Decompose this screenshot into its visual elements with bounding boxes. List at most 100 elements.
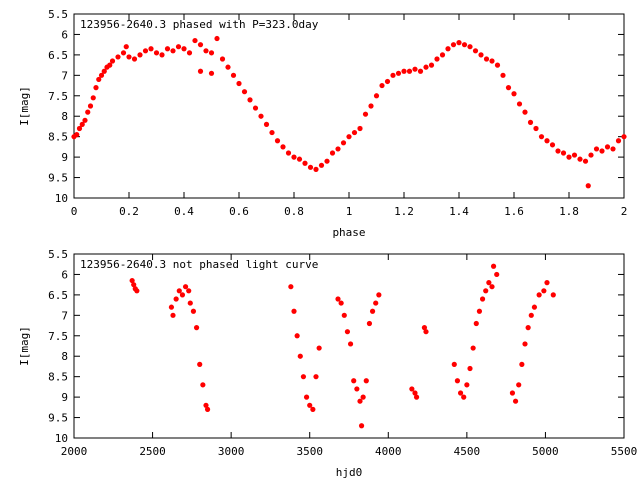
data-point	[467, 365, 473, 372]
data-point	[247, 97, 253, 103]
data-point	[131, 282, 137, 288]
data-point	[354, 386, 360, 392]
data-point	[412, 66, 418, 72]
data-point	[187, 300, 193, 306]
data-point	[593, 146, 600, 152]
data-point	[101, 68, 107, 74]
data-point	[413, 394, 420, 400]
data-point	[351, 129, 358, 136]
data-point	[153, 50, 160, 56]
x-tick-label: 3000	[218, 445, 245, 458]
x-tick-label: 2500	[139, 445, 166, 458]
data-point	[516, 101, 523, 107]
data-point	[483, 56, 490, 62]
data-point	[450, 42, 457, 48]
data-point	[478, 52, 484, 58]
data-point	[467, 44, 473, 50]
y-tick-label: 10	[55, 432, 68, 445]
x-tick-label: 2	[621, 205, 628, 218]
data-point	[406, 68, 413, 74]
data-point	[230, 72, 237, 78]
data-point	[560, 150, 567, 156]
data-point	[142, 48, 149, 54]
x-tick-label: 1.2	[394, 205, 414, 218]
data-point	[395, 70, 402, 76]
data-point	[90, 95, 96, 101]
unphased-light-curve-panel: 2000 2500 3000 3500 4000 4500 5000 5500 5.5 6 6.5 7…	[18, 248, 637, 479]
data-point	[302, 160, 308, 166]
data-point	[538, 134, 545, 140]
data-point	[428, 62, 435, 68]
data-point	[494, 271, 500, 278]
data-point	[263, 121, 270, 127]
data-point	[182, 284, 189, 290]
chart-title: 123956-2640.3 not phased light curve	[80, 258, 318, 271]
data-point	[454, 378, 461, 384]
data-point	[384, 78, 391, 85]
data-point	[329, 150, 336, 156]
y-tick-label: 6	[61, 28, 68, 41]
data-point	[335, 146, 341, 152]
data-point	[615, 138, 622, 144]
data-point	[170, 312, 176, 318]
data-point	[96, 76, 102, 83]
data-point	[512, 398, 519, 404]
data-point	[76, 125, 83, 132]
data-point	[544, 138, 550, 144]
data-point	[421, 325, 428, 331]
data-point	[316, 345, 322, 351]
data-point	[457, 390, 464, 396]
data-point	[511, 91, 517, 97]
data-point	[291, 308, 297, 314]
data-point	[203, 402, 209, 408]
x-tick-label: 2000	[61, 445, 88, 458]
data-point	[533, 125, 539, 132]
x-tick-label: 0.8	[284, 205, 304, 218]
data-point	[82, 117, 88, 123]
y-tick-label: 7	[61, 309, 68, 322]
data-point	[208, 70, 215, 76]
plot-frame	[73, 13, 625, 199]
data-point	[280, 144, 286, 150]
data-point	[197, 361, 203, 367]
data-point	[461, 394, 467, 400]
y-axis-label: I[mag]	[18, 86, 31, 126]
y-tick-label: 6	[61, 268, 68, 281]
data-point	[470, 345, 476, 351]
y-tick-label: 9.5	[48, 412, 68, 425]
data-point	[200, 382, 206, 388]
data-point	[373, 93, 380, 99]
data-point	[204, 406, 211, 412]
data-point	[588, 152, 594, 158]
data-point	[445, 46, 451, 52]
data-point	[489, 284, 495, 290]
data-point	[585, 183, 591, 189]
data-point	[203, 48, 209, 54]
data-point	[214, 35, 220, 42]
data-point	[107, 62, 113, 68]
data-point	[373, 300, 379, 306]
data-point	[358, 423, 365, 429]
data-point	[555, 148, 561, 154]
data-point	[236, 80, 242, 87]
data-point	[93, 85, 99, 91]
data-point	[164, 46, 171, 52]
data-point	[472, 48, 479, 54]
y-tick-label: 7.5	[48, 90, 68, 103]
x-tick-label: 4500	[454, 445, 481, 458]
data-point	[473, 320, 479, 327]
data-point	[519, 361, 525, 367]
data-point	[190, 308, 197, 314]
data-point	[500, 72, 506, 78]
x-tick-label: 5000	[532, 445, 559, 458]
data-point	[423, 64, 429, 70]
data-point	[522, 341, 528, 347]
data-point	[310, 406, 316, 412]
x-tick-label: 1	[346, 205, 353, 218]
data-point	[148, 46, 154, 52]
data-point	[131, 56, 138, 62]
x-tick-label: 1.6	[504, 205, 524, 218]
data-point	[490, 263, 497, 269]
data-point	[175, 44, 182, 50]
